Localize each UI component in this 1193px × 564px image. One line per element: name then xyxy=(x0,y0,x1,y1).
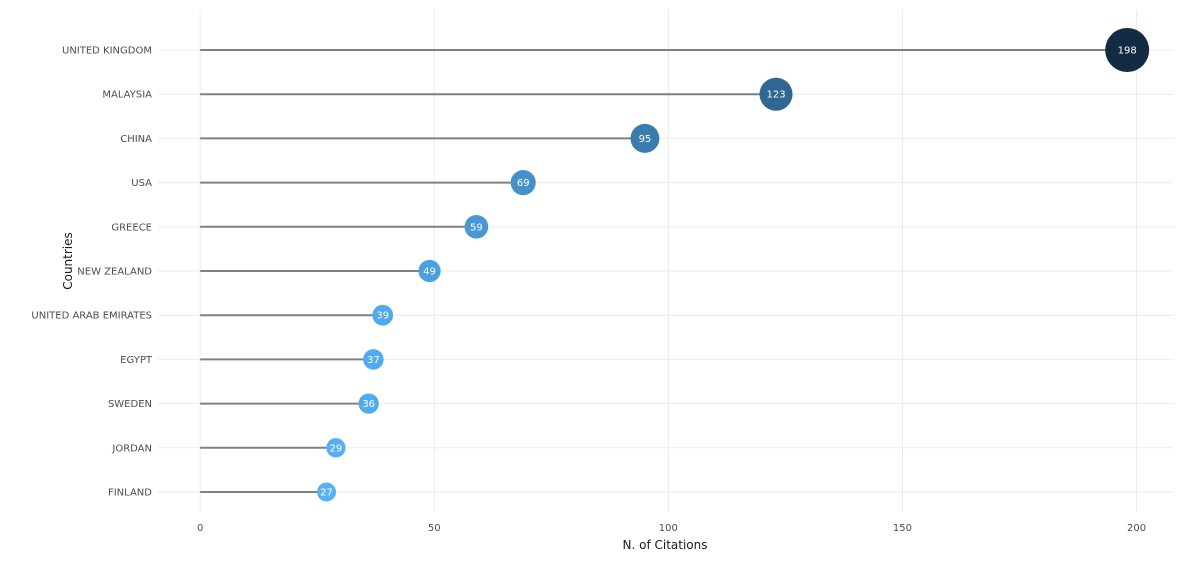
lollipop-dot xyxy=(1105,28,1150,72)
lollipop-dot xyxy=(464,214,489,239)
y-tick-label: CHINA xyxy=(120,134,152,145)
data-label: 69 xyxy=(517,178,530,189)
y-tick-label: JORDAN xyxy=(111,443,152,454)
x-tick-label: 100 xyxy=(659,523,678,534)
y-tick-label: UNITED ARAB EMIRATES xyxy=(31,311,152,322)
lollipop-dot xyxy=(630,123,660,153)
lollipop-dot xyxy=(363,349,384,370)
y-tick-label: GREECE xyxy=(111,222,152,233)
y-tick-label: FINLAND xyxy=(108,488,152,499)
data-label: 123 xyxy=(766,90,785,101)
data-label: 59 xyxy=(470,222,483,233)
lollipop-dot xyxy=(510,170,536,196)
data-label: 39 xyxy=(376,311,389,322)
stem-layer xyxy=(200,49,1128,493)
data-label: 36 xyxy=(362,399,375,410)
lollipop-dot xyxy=(317,482,337,502)
y-axis-title: Countries xyxy=(61,232,75,290)
data-label: 27 xyxy=(320,488,333,499)
x-tick-labels: 0 50 100 150 200 xyxy=(197,523,1146,534)
lollipop-dot xyxy=(326,438,346,458)
lollipop-dot xyxy=(358,393,379,414)
y-tick-label: MALAYSIA xyxy=(102,90,152,101)
data-label: 95 xyxy=(639,134,652,145)
x-tick-label: 200 xyxy=(1127,523,1146,534)
grid-layer xyxy=(158,10,1174,512)
x-tick-label: 50 xyxy=(428,523,441,534)
y-tick-label: UNITED KINGDOM xyxy=(62,46,152,57)
lollipop-dot xyxy=(759,77,793,111)
y-tick-label: NEW ZEALAND xyxy=(77,267,152,278)
lollipop-dot xyxy=(418,259,441,283)
data-label: 37 xyxy=(367,355,380,366)
y-tick-label: EGYPT xyxy=(120,355,153,366)
dot-layer: 198 123 95 69 59 49 39 37 36 29 27 xyxy=(317,28,1150,502)
data-label: 49 xyxy=(423,267,436,278)
data-label: 29 xyxy=(330,443,343,454)
x-axis-title: N. of Citations xyxy=(623,538,708,552)
y-tick-labels: UNITED KINGDOM MALAYSIA CHINA USA GREECE NEW … xyxy=(31,46,152,499)
lollipop-dot xyxy=(372,304,394,326)
x-tick-label: 0 xyxy=(197,523,203,534)
y-tick-label: USA xyxy=(131,178,152,189)
data-label: 198 xyxy=(1118,46,1137,57)
y-tick-label: SWEDEN xyxy=(108,399,152,410)
x-tick-label: 150 xyxy=(893,523,912,534)
